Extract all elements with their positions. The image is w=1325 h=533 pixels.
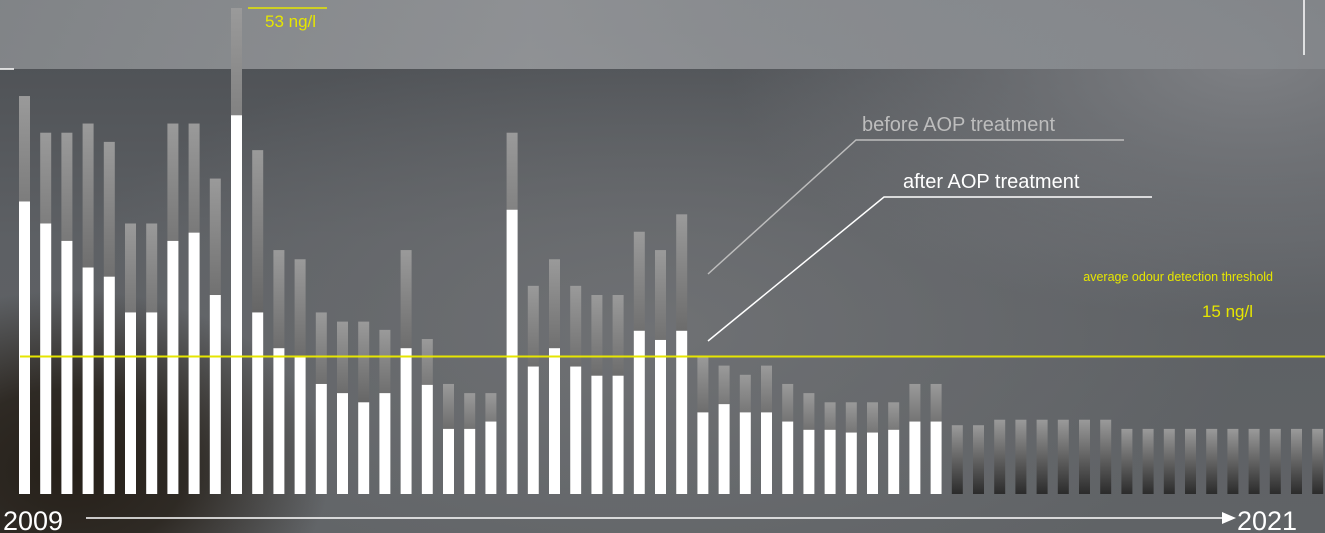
bar-after-15 xyxy=(315,383,327,494)
bar-before-58 xyxy=(1227,428,1239,494)
bar-before-49 xyxy=(1036,419,1048,494)
bar-after-11 xyxy=(231,115,242,494)
bar-after-37 xyxy=(782,421,794,494)
max-value-label: 53 ng/l xyxy=(265,12,316,31)
time-axis-arrowhead xyxy=(1222,512,1236,524)
bar-after-33 xyxy=(697,412,709,494)
bar-after-1 xyxy=(19,201,30,494)
bar-after-3 xyxy=(61,240,73,494)
after-leader-line xyxy=(707,196,1152,342)
bar-after-44 xyxy=(930,421,942,494)
bar-after-23 xyxy=(485,421,497,494)
before-leader-line xyxy=(707,139,1124,275)
bar-group xyxy=(19,8,1324,495)
bar-after-30 xyxy=(633,330,645,494)
before-treatment-label: before AOP treatment xyxy=(862,114,1056,136)
bar-before-62 xyxy=(1312,428,1324,494)
bar-after-6 xyxy=(125,312,136,494)
bar-after-35 xyxy=(739,412,751,494)
bar-before-48 xyxy=(1015,419,1027,494)
bar-before-53 xyxy=(1121,428,1133,494)
bar-after-7 xyxy=(146,312,158,494)
bar-before-59 xyxy=(1248,428,1260,494)
background-sky-band xyxy=(0,0,1325,69)
bar-after-12 xyxy=(252,312,264,494)
bar-after-5 xyxy=(103,276,115,494)
bar-after-10 xyxy=(209,295,221,494)
bar-after-14 xyxy=(294,357,306,494)
bar-after-18 xyxy=(379,393,391,494)
bar-before-55 xyxy=(1163,428,1175,494)
bar-before-52 xyxy=(1100,419,1112,494)
bar-before-45 xyxy=(951,425,963,494)
bar-after-9 xyxy=(188,232,200,494)
bar-after-36 xyxy=(761,412,772,494)
bar-after-28 xyxy=(591,375,603,494)
bar-after-26 xyxy=(549,348,560,494)
bar-before-60 xyxy=(1269,428,1281,494)
bar-after-42 xyxy=(888,429,900,494)
bar-after-40 xyxy=(845,432,857,494)
bar-after-41 xyxy=(867,432,878,494)
bar-after-39 xyxy=(824,429,836,494)
bar-before-56 xyxy=(1185,428,1196,494)
threshold-value-label: 15 ng/l xyxy=(1202,302,1253,321)
x-start-label: 2009 xyxy=(3,506,63,533)
bar-after-4 xyxy=(82,267,94,494)
bar-before-47 xyxy=(994,419,1006,494)
bar-after-32 xyxy=(676,330,688,494)
bar-after-38 xyxy=(803,429,815,494)
bar-after-22 xyxy=(464,428,476,494)
bar-after-25 xyxy=(527,366,539,494)
bar-after-2 xyxy=(40,223,52,494)
bar-after-24 xyxy=(506,209,518,495)
after-treatment-label: after AOP treatment xyxy=(903,171,1080,193)
bar-after-13 xyxy=(273,348,285,494)
bar-after-20 xyxy=(421,384,433,494)
bar-before-46 xyxy=(973,425,984,494)
bar-before-50 xyxy=(1057,419,1069,494)
bar-after-21 xyxy=(443,428,454,494)
bar-after-27 xyxy=(570,366,582,494)
bar-before-57 xyxy=(1206,428,1218,494)
threshold-title: average odour detection threshold xyxy=(1083,270,1273,284)
bar-before-54 xyxy=(1142,428,1154,494)
bar-before-61 xyxy=(1291,428,1302,494)
bar-after-17 xyxy=(358,402,370,494)
x-end-label: 2021 xyxy=(1237,506,1297,533)
bar-after-29 xyxy=(612,375,624,494)
bar-after-43 xyxy=(909,421,921,494)
bar-before-51 xyxy=(1079,419,1090,494)
bar-after-16 xyxy=(337,393,348,494)
bar-after-34 xyxy=(718,404,730,494)
bar-after-8 xyxy=(167,240,179,494)
bar-after-31 xyxy=(655,339,666,494)
bar-after-19 xyxy=(400,348,412,494)
